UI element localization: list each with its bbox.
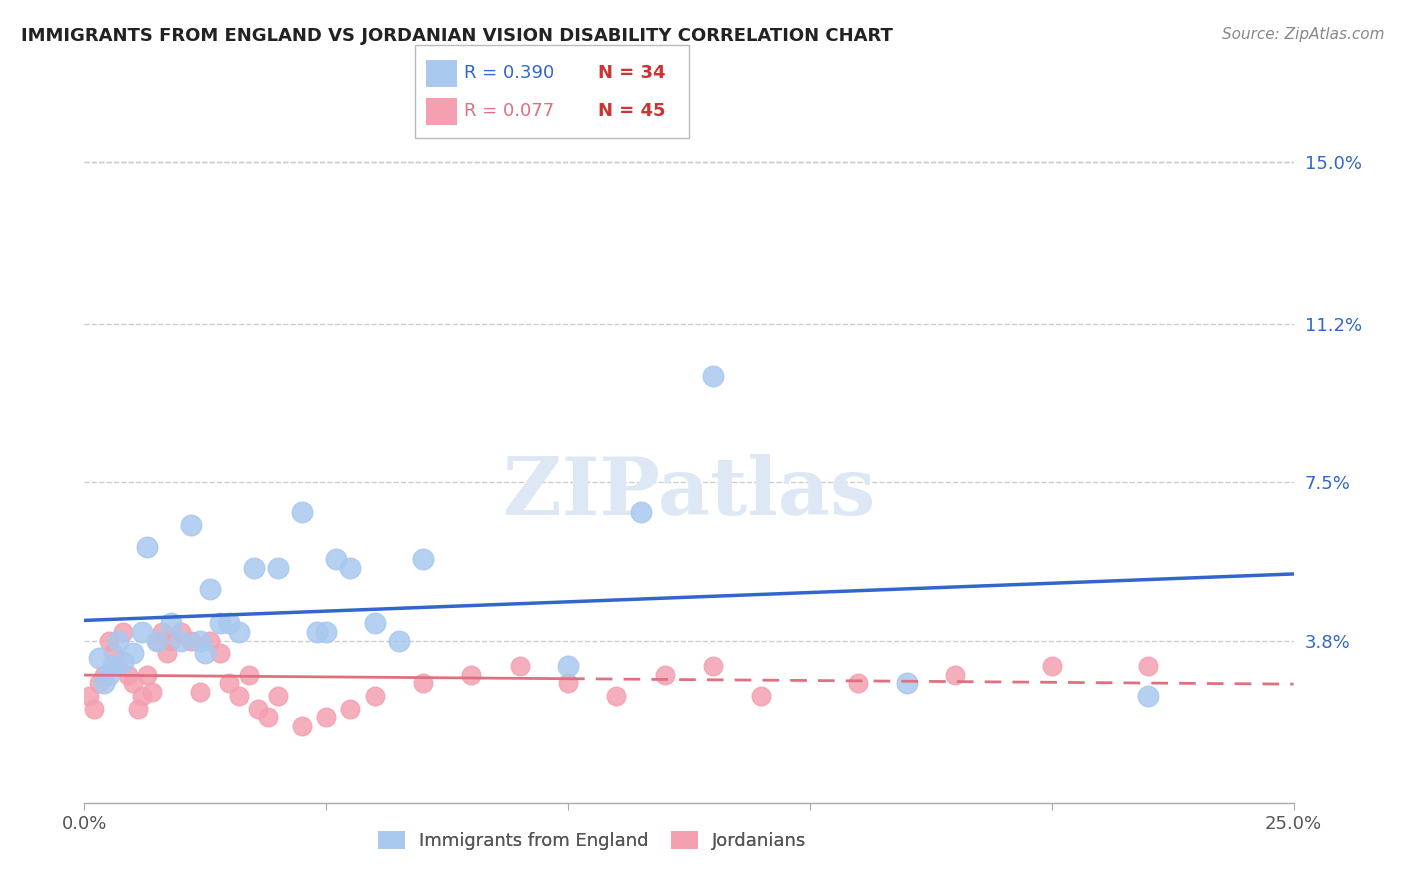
Text: R = 0.390: R = 0.390 (464, 64, 554, 82)
Point (509, 659, 531, 673)
Point (180, 518, 202, 533)
Point (305, 624, 328, 639)
Point (97, 633, 120, 648)
Point (238, 667, 260, 681)
Point (291, 719, 314, 733)
Legend: Immigrants from England, Jordanians: Immigrants from England, Jordanians (371, 823, 814, 857)
Point (87, 676, 110, 690)
Point (93, 667, 115, 681)
Point (247, 702, 270, 716)
Text: N = 45: N = 45 (598, 103, 665, 120)
Point (412, 552, 434, 566)
Point (460, 667, 482, 681)
Point (160, 633, 183, 648)
Point (150, 624, 173, 639)
Point (146, 633, 169, 648)
Point (218, 616, 240, 631)
Point (291, 505, 314, 519)
Point (702, 659, 724, 673)
Point (325, 552, 347, 566)
Point (267, 561, 290, 575)
Point (103, 646, 125, 660)
Text: IMMIGRANTS FROM ENGLAND VS JORDANIAN VISION DISABILITY CORRELATION CHART: IMMIGRANTS FROM ENGLAND VS JORDANIAN VIS… (21, 27, 893, 45)
Point (93, 676, 115, 690)
Point (1137, 689, 1160, 703)
Point (194, 646, 217, 660)
Point (136, 667, 159, 681)
Point (107, 659, 129, 673)
Point (846, 676, 869, 690)
Point (103, 659, 125, 673)
Point (943, 667, 966, 681)
Point (228, 624, 250, 639)
Text: ZIPatlas: ZIPatlas (503, 454, 875, 532)
Point (97, 667, 120, 681)
Point (198, 582, 221, 597)
Point (77, 689, 100, 703)
Point (896, 676, 918, 690)
Point (141, 685, 163, 699)
Point (388, 633, 411, 648)
Point (131, 624, 153, 639)
Point (170, 624, 193, 639)
Point (242, 561, 264, 575)
Text: N = 34: N = 34 (598, 64, 665, 82)
Point (127, 702, 149, 716)
Point (557, 659, 579, 673)
Text: Source: ZipAtlas.com: Source: ZipAtlas.com (1222, 27, 1385, 42)
Point (112, 655, 135, 669)
Point (702, 368, 724, 383)
Point (83, 702, 105, 716)
Point (136, 540, 159, 554)
Point (257, 710, 280, 724)
Point (170, 633, 193, 648)
Point (155, 646, 177, 660)
Point (208, 646, 231, 660)
Point (339, 561, 361, 575)
Point (121, 676, 143, 690)
Point (190, 685, 212, 699)
Point (190, 633, 212, 648)
Point (1040, 659, 1063, 673)
Point (751, 689, 773, 703)
Point (605, 689, 627, 703)
Point (1137, 659, 1160, 673)
Point (412, 676, 434, 690)
Point (146, 633, 169, 648)
Point (363, 689, 385, 703)
Point (198, 633, 221, 648)
Point (208, 616, 231, 631)
Point (121, 646, 143, 660)
Point (267, 689, 290, 703)
Point (160, 616, 183, 631)
Point (107, 633, 129, 648)
Point (654, 667, 676, 681)
Point (228, 689, 250, 703)
Point (218, 676, 240, 690)
Point (630, 505, 652, 519)
Point (117, 667, 139, 681)
Point (87, 650, 110, 665)
Point (315, 624, 337, 639)
Point (557, 676, 579, 690)
Point (180, 633, 202, 648)
Point (363, 616, 385, 631)
Point (339, 702, 361, 716)
Text: R = 0.077: R = 0.077 (464, 103, 554, 120)
Point (131, 689, 153, 703)
Point (112, 624, 135, 639)
Point (315, 710, 337, 724)
